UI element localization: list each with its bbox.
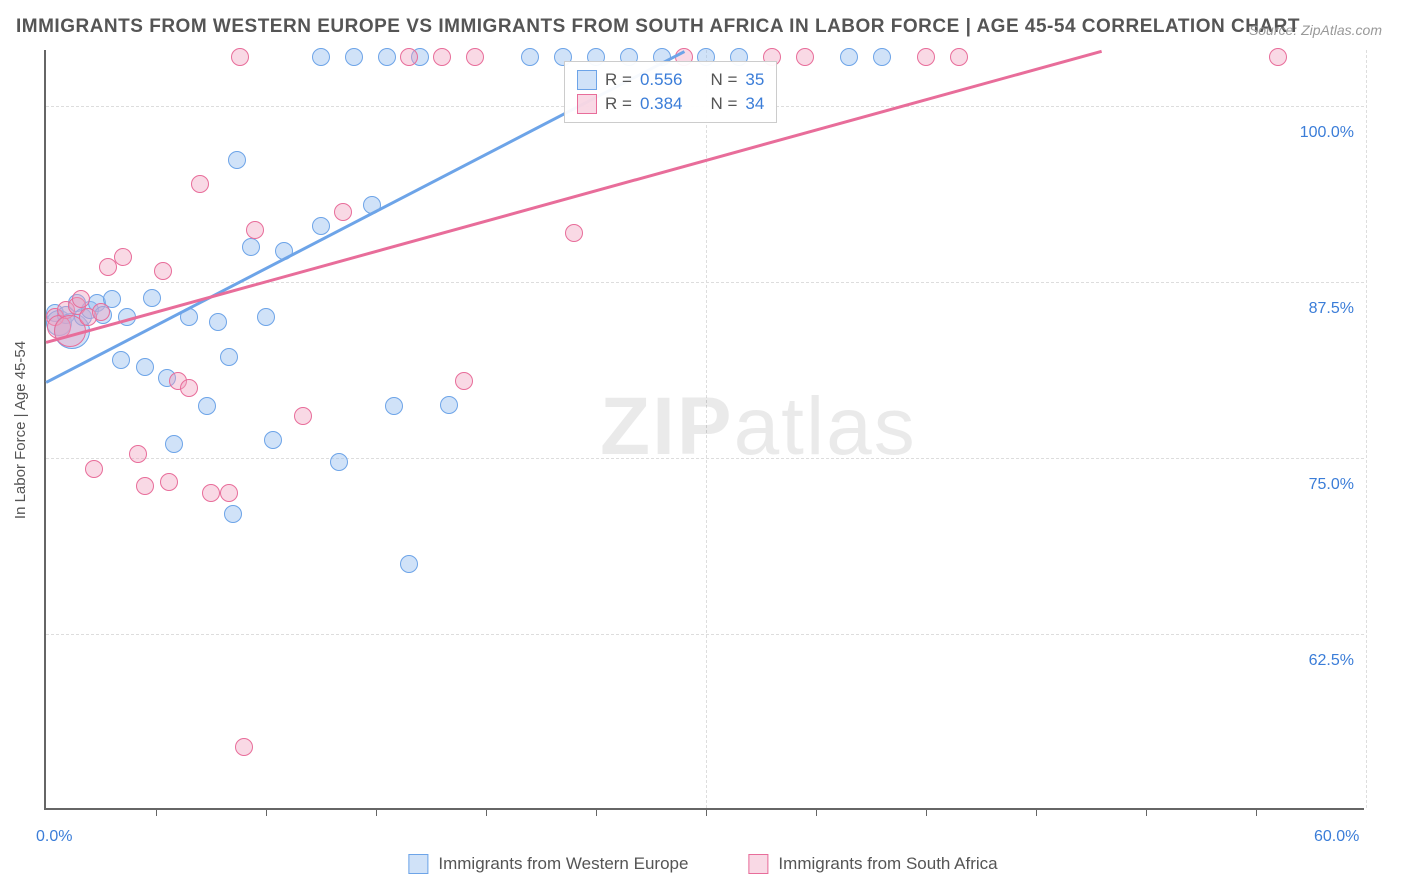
scatter-point bbox=[220, 484, 238, 502]
legend-swatch bbox=[748, 854, 768, 874]
scatter-point bbox=[136, 358, 154, 376]
scatter-point bbox=[231, 48, 249, 66]
y-axis-label: In Labor Force | Age 45-54 bbox=[12, 341, 29, 519]
scatter-point bbox=[796, 48, 814, 66]
scatter-point bbox=[228, 151, 246, 169]
scatter-point bbox=[521, 48, 539, 66]
scatter-point bbox=[440, 396, 458, 414]
scatter-point bbox=[92, 303, 110, 321]
y-tick-label: 100.0% bbox=[1300, 124, 1354, 142]
plot-area: 62.5% 75.0% 87.5% 100.0% bbox=[44, 50, 1364, 810]
scatter-point bbox=[257, 308, 275, 326]
scatter-point bbox=[1269, 48, 1287, 66]
scatter-point bbox=[165, 435, 183, 453]
y-tick-label: 87.5% bbox=[1309, 300, 1354, 318]
scatter-point bbox=[198, 397, 216, 415]
chart-title: IMMIGRANTS FROM WESTERN EUROPE VS IMMIGR… bbox=[16, 16, 1300, 38]
n-label: N = bbox=[710, 70, 737, 90]
legend-label: Immigrants from Western Europe bbox=[438, 854, 688, 874]
legend-bottom: Immigrants from Western Europe Immigrants… bbox=[408, 854, 997, 874]
x-tick bbox=[926, 808, 927, 816]
legend-swatch bbox=[577, 94, 597, 114]
r-label: R = bbox=[605, 94, 632, 114]
scatter-point bbox=[455, 372, 473, 390]
x-tick bbox=[486, 808, 487, 816]
x-tick bbox=[1256, 808, 1257, 816]
x-tick-label: 0.0% bbox=[36, 828, 72, 846]
source-label: Source: ZipAtlas.com bbox=[1249, 22, 1382, 38]
legend-swatch bbox=[577, 70, 597, 90]
scatter-point bbox=[264, 431, 282, 449]
scatter-point bbox=[246, 221, 264, 239]
x-tick bbox=[706, 808, 707, 816]
scatter-point bbox=[220, 348, 238, 366]
scatter-point bbox=[466, 48, 484, 66]
scatter-point bbox=[112, 351, 130, 369]
x-tick-label: 60.0% bbox=[1314, 828, 1359, 846]
scatter-point bbox=[191, 175, 209, 193]
scatter-point bbox=[312, 217, 330, 235]
scatter-point bbox=[312, 48, 330, 66]
scatter-point bbox=[334, 203, 352, 221]
scatter-point bbox=[400, 555, 418, 573]
scatter-point bbox=[840, 48, 858, 66]
scatter-point bbox=[209, 313, 227, 331]
scatter-point bbox=[330, 453, 348, 471]
x-tick bbox=[816, 808, 817, 816]
scatter-point bbox=[917, 48, 935, 66]
scatter-point bbox=[235, 738, 253, 756]
scatter-point bbox=[129, 445, 147, 463]
scatter-point bbox=[160, 473, 178, 491]
scatter-point bbox=[180, 379, 198, 397]
x-tick bbox=[376, 808, 377, 816]
gridline-horizontal bbox=[46, 634, 1364, 635]
x-tick bbox=[596, 808, 597, 816]
correlation-legend: R = 0.556 N = 35 R = 0.384 N = 34 bbox=[564, 61, 777, 123]
scatter-point bbox=[136, 477, 154, 495]
scatter-point bbox=[143, 289, 161, 307]
scatter-point bbox=[294, 407, 312, 425]
correlation-row: R = 0.384 N = 34 bbox=[577, 92, 764, 116]
gridline-vertical bbox=[706, 50, 707, 808]
scatter-point bbox=[202, 484, 220, 502]
r-label: R = bbox=[605, 70, 632, 90]
scatter-point bbox=[565, 224, 583, 242]
gridline-vertical bbox=[1366, 50, 1367, 808]
scatter-point bbox=[400, 48, 418, 66]
scatter-point bbox=[385, 397, 403, 415]
scatter-point bbox=[114, 248, 132, 266]
scatter-point bbox=[950, 48, 968, 66]
x-tick bbox=[1036, 808, 1037, 816]
scatter-point bbox=[873, 48, 891, 66]
y-tick-label: 75.0% bbox=[1309, 476, 1354, 494]
scatter-point bbox=[72, 290, 90, 308]
x-tick bbox=[1146, 808, 1147, 816]
n-value: 34 bbox=[745, 94, 764, 114]
legend-label: Immigrants from South Africa bbox=[778, 854, 997, 874]
scatter-point bbox=[378, 48, 396, 66]
scatter-point bbox=[85, 460, 103, 478]
x-tick bbox=[266, 808, 267, 816]
x-tick bbox=[156, 808, 157, 816]
gridline-horizontal bbox=[46, 458, 1364, 459]
legend-item: Immigrants from South Africa bbox=[748, 854, 997, 874]
legend-item: Immigrants from Western Europe bbox=[408, 854, 688, 874]
scatter-point bbox=[433, 48, 451, 66]
gridline-horizontal bbox=[46, 282, 1364, 283]
scatter-point bbox=[345, 48, 363, 66]
y-tick-label: 62.5% bbox=[1309, 652, 1354, 670]
n-label: N = bbox=[710, 94, 737, 114]
scatter-point bbox=[242, 238, 260, 256]
scatter-point bbox=[224, 505, 242, 523]
r-value: 0.384 bbox=[640, 94, 683, 114]
n-value: 35 bbox=[745, 70, 764, 90]
r-value: 0.556 bbox=[640, 70, 683, 90]
correlation-row: R = 0.556 N = 35 bbox=[577, 68, 764, 92]
legend-swatch bbox=[408, 854, 428, 874]
scatter-point bbox=[154, 262, 172, 280]
